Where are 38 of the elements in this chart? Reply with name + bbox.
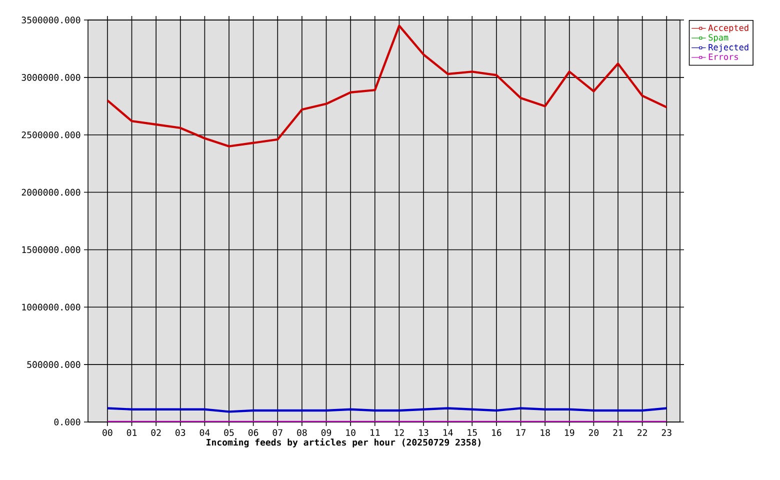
y-tick-label: 0.000 <box>54 418 80 426</box>
line-series <box>106 24 668 148</box>
x-tick-label: 03 <box>176 429 186 436</box>
x-tick-label: 05 <box>224 429 234 436</box>
x-tick-label: 14 <box>443 429 453 436</box>
x-tick-label: 13 <box>419 429 428 436</box>
x-tick-label: 06 <box>248 429 258 436</box>
y-tick-label: 3000000.000 <box>22 74 80 81</box>
x-axis-title: Incoming feeds by articles per hour (20250729 2358) <box>206 438 480 448</box>
x-tick-label: 18 <box>540 429 550 436</box>
x-tick-label: 11 <box>370 429 380 436</box>
x-tick-label: 15 <box>468 429 477 436</box>
legend-label: Rejected <box>708 44 748 52</box>
legend-label: Errors <box>708 54 738 60</box>
y-tick-label: 2500000.000 <box>22 131 80 138</box>
x-tick-label: 00 <box>102 429 112 436</box>
x-tick-label: 09 <box>321 429 332 436</box>
y-tick-label: 1000000.000 <box>22 304 80 311</box>
x-tick-label: 20 <box>588 429 599 436</box>
x-tick-label: 04 <box>200 429 210 436</box>
x-tick-label: 10 <box>346 429 356 436</box>
x-tick-label: 23 <box>662 429 672 436</box>
y-tick-label: 1500000.000 <box>22 246 80 254</box>
x-tick-label: 12 <box>394 429 404 436</box>
x-tick-label: 08 <box>297 429 307 436</box>
x-tick-label: 22 <box>638 429 647 436</box>
legend-label: Spam <box>708 34 728 42</box>
y-tick-label: 2000000.000 <box>22 188 80 196</box>
x-tick-label: 21 <box>613 429 623 436</box>
x-tick-label: 02 <box>151 429 161 436</box>
x-tick-label: 19 <box>565 429 574 436</box>
y-tick-label: 3500000.000 <box>22 16 80 24</box>
x-tick-label: 01 <box>126 429 137 436</box>
x-tick-label: 16 <box>492 429 502 436</box>
x-tick-label: 17 <box>516 429 526 436</box>
x-tick-label: 07 <box>272 429 282 436</box>
legend-label: Accepted <box>708 24 748 33</box>
y-tick-label: 500000.000 <box>27 361 80 368</box>
